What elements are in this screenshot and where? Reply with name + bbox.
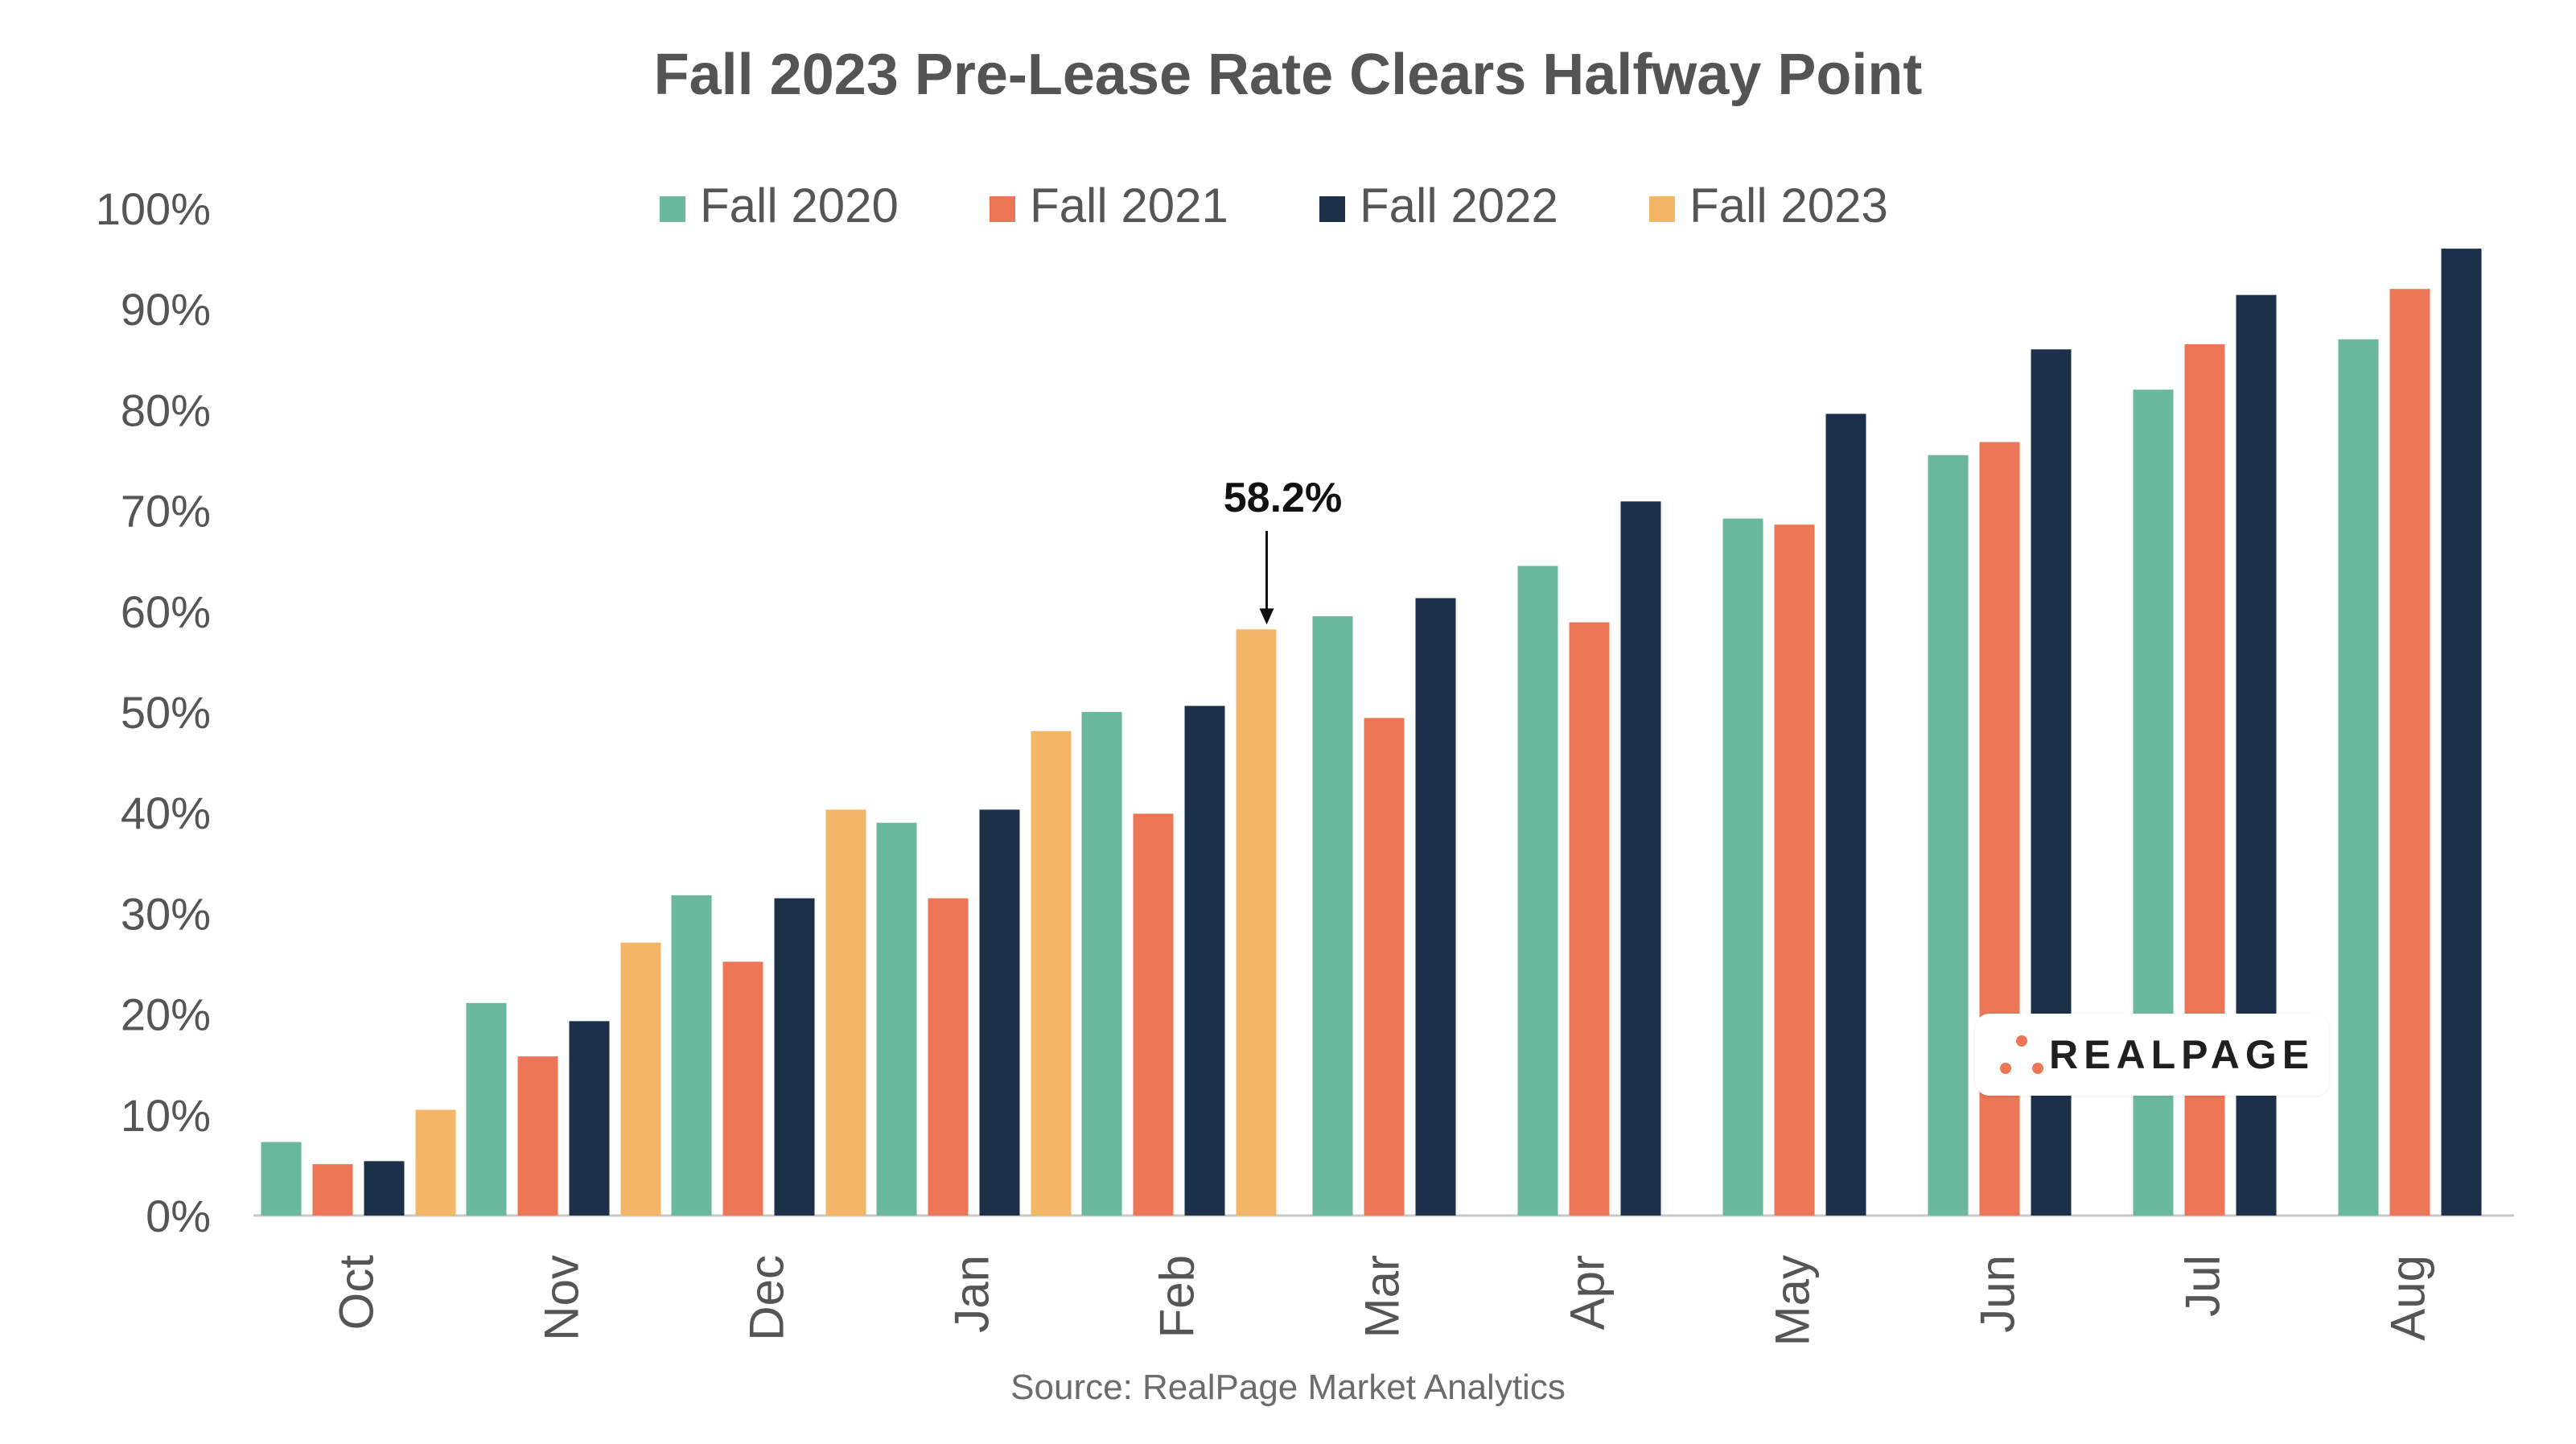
- bar: [774, 898, 815, 1216]
- bar: [1825, 413, 1866, 1216]
- bar: [364, 1161, 405, 1216]
- bar: [1774, 525, 1815, 1216]
- bar: [517, 1056, 558, 1216]
- bar: [2389, 289, 2430, 1216]
- chart-title: Fall 2023 Pre-Lease Rate Clears Halfway …: [653, 43, 1923, 107]
- bar: [1928, 455, 1969, 1216]
- legend-swatch: [1319, 196, 1345, 222]
- y-tick-label: 50%: [121, 687, 211, 738]
- x-category-label: Jan: [945, 1255, 999, 1333]
- x-category-label: May: [1766, 1255, 1820, 1346]
- bar: [1979, 442, 2020, 1216]
- bar: [415, 1109, 456, 1216]
- bar: [1415, 598, 1456, 1216]
- x-category-label: Feb: [1150, 1255, 1204, 1338]
- bar: [722, 961, 763, 1216]
- legend-swatch: [1649, 196, 1675, 222]
- y-tick-label: 80%: [121, 385, 211, 435]
- x-category-label: Oct: [330, 1255, 384, 1331]
- x-category-label: Mar: [1356, 1255, 1409, 1338]
- x-category-label: Aug: [2381, 1255, 2435, 1341]
- bar: [2338, 339, 2379, 1216]
- legend-label: Fall 2020: [700, 179, 899, 232]
- legend-swatch: [990, 196, 1015, 222]
- y-tick-label: 20%: [121, 989, 211, 1040]
- bar: [1722, 518, 1763, 1216]
- bar: [1620, 501, 1661, 1216]
- x-category-label: Nov: [535, 1255, 589, 1341]
- bar: [1133, 813, 1174, 1216]
- bar: [312, 1164, 353, 1216]
- bar: [466, 1002, 507, 1216]
- bar: [825, 809, 866, 1216]
- realpage-logo: REALPAGE: [1975, 1014, 2329, 1096]
- y-tick-label: 40%: [121, 788, 211, 838]
- bar: [2441, 249, 2482, 1216]
- bar: [671, 895, 712, 1216]
- x-category-label: Apr: [1561, 1255, 1615, 1330]
- source-note: Source: RealPage Market Analytics: [1010, 1368, 1566, 1407]
- bar: [1569, 622, 1610, 1216]
- realpage-logo-mark-icon: [2000, 1035, 2043, 1074]
- bar: [1031, 730, 1072, 1216]
- y-tick-label: 0%: [146, 1191, 211, 1241]
- annotation-label: 58.2%: [1224, 475, 1342, 521]
- bar: [1081, 712, 1122, 1216]
- legend-label: Fall 2023: [1689, 179, 1888, 232]
- bar: [1236, 629, 1277, 1216]
- y-tick-label: 30%: [121, 888, 211, 939]
- realpage-logo-text: REALPAGE: [2049, 1032, 2315, 1077]
- legend-swatch: [660, 196, 685, 222]
- x-category-label: Dec: [740, 1255, 794, 1341]
- bar: [876, 822, 917, 1216]
- x-category-label: Jul: [2176, 1255, 2230, 1317]
- bar: [1184, 706, 1225, 1216]
- bar: [569, 1021, 610, 1216]
- x-category-label: Jun: [1971, 1255, 2025, 1333]
- y-tick-label: 70%: [121, 486, 211, 537]
- bar: [1364, 718, 1405, 1216]
- bar: [928, 898, 969, 1216]
- bar: [261, 1142, 302, 1216]
- y-tick-label: 60%: [121, 586, 211, 637]
- y-tick-label: 90%: [121, 284, 211, 335]
- legend-label: Fall 2021: [1030, 179, 1228, 232]
- bar: [620, 942, 661, 1216]
- bar: [979, 809, 1020, 1216]
- annotation-arrow-head: [1259, 608, 1274, 625]
- bar: [1312, 616, 1353, 1216]
- y-tick-label: 10%: [121, 1090, 211, 1141]
- bar: [1517, 566, 1558, 1216]
- y-tick-label: 100%: [96, 183, 211, 234]
- legend-label: Fall 2022: [1360, 179, 1558, 232]
